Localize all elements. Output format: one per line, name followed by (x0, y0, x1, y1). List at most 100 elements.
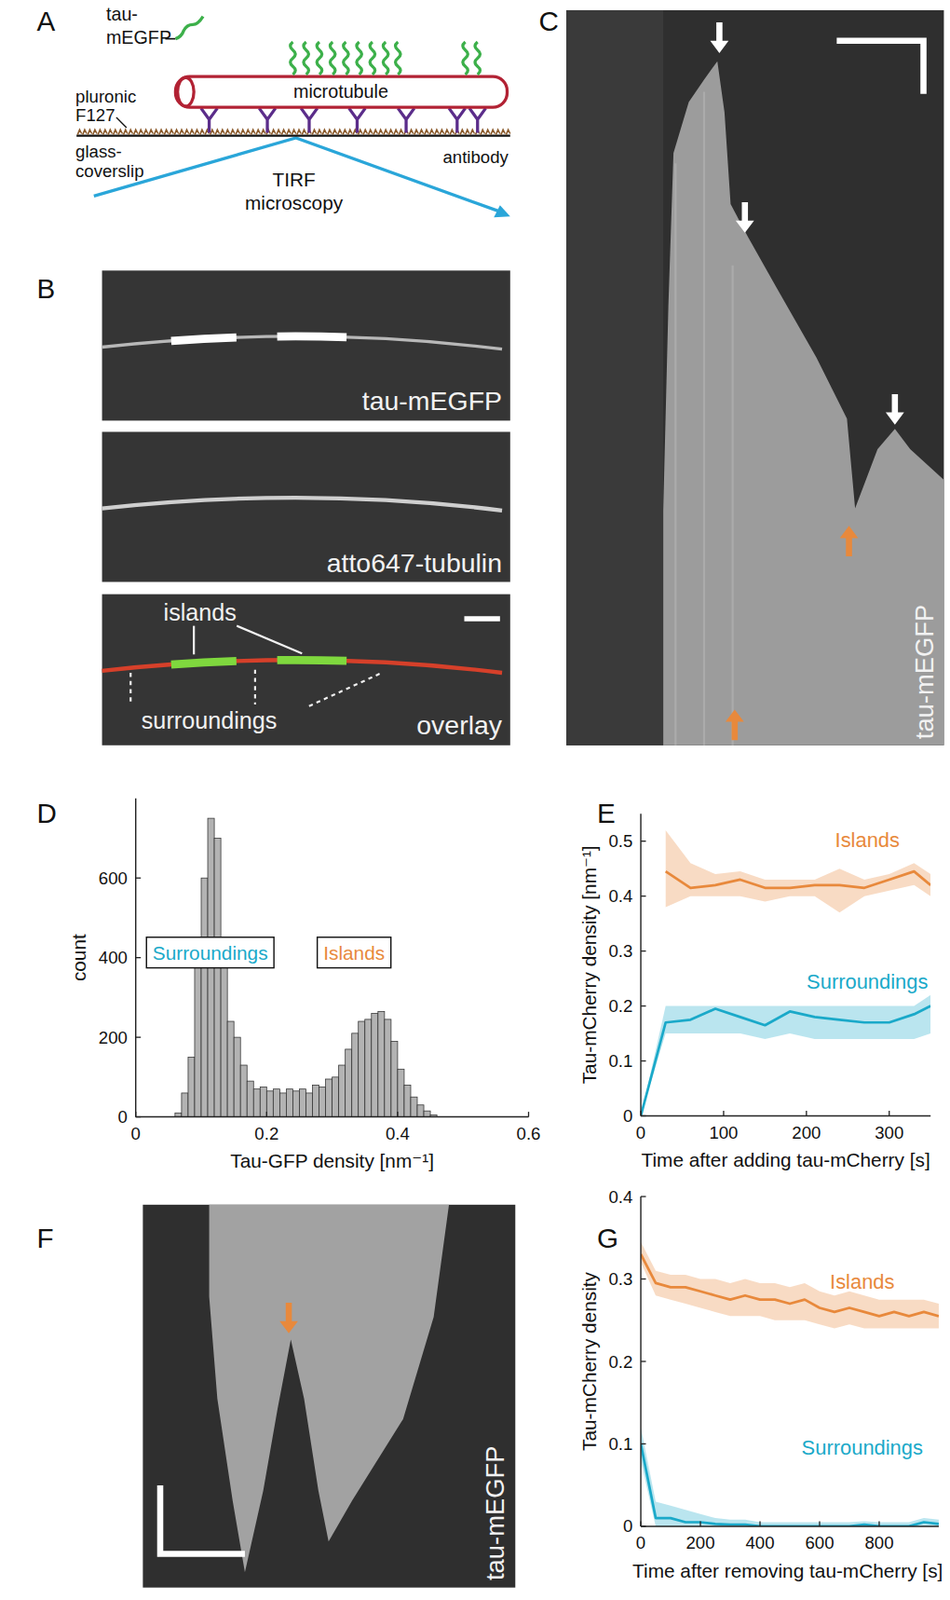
y-tick-label: 0.3 (608, 940, 633, 961)
antibody (258, 108, 276, 133)
coverslip (76, 135, 511, 137)
histogram-bar (266, 1090, 273, 1117)
tau-molecule (303, 41, 309, 75)
y-tick (640, 1004, 646, 1006)
image-background (102, 431, 511, 582)
y-tick-label: 0.2 (608, 995, 633, 1016)
y-axis-title: Tau-mCherry density (578, 1270, 600, 1450)
arrow (735, 202, 755, 233)
arrow (840, 525, 859, 557)
antibody (448, 108, 466, 133)
streak (675, 92, 733, 746)
plot-area (640, 829, 931, 1116)
y-tick-label: 0 (118, 1106, 128, 1127)
label: microtubule (293, 81, 389, 102)
x-tick-label: 0.6 (516, 1123, 542, 1143)
tirf-beam (94, 137, 503, 213)
label: TIRF (271, 168, 315, 190)
y-tick (640, 1194, 646, 1196)
y-tick (640, 1059, 646, 1061)
series-line (640, 1253, 939, 1316)
x-tick (639, 1110, 641, 1115)
tirf-arrowhead (493, 204, 511, 218)
annotation-text: Islands (323, 941, 385, 964)
tau-molecule (356, 41, 362, 75)
histogram-bar (384, 1018, 392, 1117)
x-tick-label: 400 (745, 1532, 774, 1552)
histogram-bar (298, 1088, 306, 1117)
histogram-bar (332, 1076, 340, 1117)
series-line (665, 870, 931, 888)
histogram-bar (325, 1078, 333, 1117)
antibody (469, 108, 487, 133)
label: islands (163, 598, 237, 625)
figure: ABCDEFGmicrotubuletau-mEGFPpluronicF127g… (0, 0, 950, 1600)
histogram-bar (312, 1084, 320, 1116)
y-tick (135, 877, 141, 879)
panel-letter: A (36, 5, 55, 37)
panel-letter: C (538, 5, 558, 37)
histogram-bar (285, 1088, 293, 1117)
y-tick (640, 895, 646, 896)
figure-content: ABCDEFGmicrotubuletau-mEGFPpluronicF127g… (36, 3, 944, 1588)
island-signal (102, 659, 503, 673)
panel-letter: D (36, 797, 56, 828)
error-band (640, 1426, 939, 1526)
channel-label: tau-mEGFP (480, 1444, 510, 1580)
label: surroundings (141, 706, 278, 733)
channel-label: tau-mEGFP (362, 385, 503, 416)
microtubule-end (177, 77, 195, 107)
x-axis (640, 1114, 931, 1116)
histogram-bar (246, 1080, 254, 1116)
y-tick-label: 400 (98, 947, 128, 967)
annotation-text: Surroundings (152, 941, 269, 964)
series-line (640, 1005, 931, 1116)
label: antibody (442, 147, 509, 167)
x-axis (135, 1115, 530, 1117)
histogram-bar (391, 1040, 398, 1116)
scale-bar (463, 615, 500, 621)
pluronic (77, 129, 511, 135)
series-label: Surroundings (801, 1435, 923, 1459)
tau-molecule (316, 41, 322, 75)
microtubule-signal (102, 336, 503, 350)
x-tick-label: 0.2 (254, 1123, 279, 1143)
annotation-box (146, 936, 274, 968)
y-tick (640, 1442, 646, 1444)
tau-molecule (329, 41, 335, 75)
x-tick (805, 1110, 807, 1115)
schematic: microtubuletau-mEGFPpluronicF127glass-co… (75, 3, 511, 218)
histogram-bar (227, 1020, 234, 1117)
y-axis (639, 813, 641, 1115)
tau-molecule (475, 41, 480, 75)
microtubule (175, 76, 507, 108)
antibody (397, 108, 415, 133)
histogram-bar (233, 1036, 241, 1116)
image-background (566, 10, 664, 746)
arrow (710, 22, 730, 54)
y-tick-label: 200 (98, 1027, 128, 1047)
histogram-bar (365, 1018, 372, 1117)
histogram-bar (214, 837, 221, 1116)
y-tick-label: 0.3 (608, 1268, 633, 1289)
x-tick (722, 1110, 724, 1115)
histogram-bar (417, 1104, 424, 1117)
x-tick-label: 0 (636, 1532, 646, 1552)
antibody (349, 108, 367, 133)
plot-area (640, 1241, 939, 1526)
x-tick (135, 1111, 136, 1116)
histogram-bar (371, 1012, 379, 1116)
chart: 00.20.40.60200400600Tau-GFP density [nm⁻… (67, 798, 541, 1172)
histogram-bar (410, 1096, 418, 1116)
x-tick-label: 800 (864, 1532, 894, 1552)
x-axis-title: Time after removing tau-mCherry [s] (632, 1559, 943, 1581)
histogram-bar (378, 1010, 385, 1116)
y-tick-label: 0 (623, 1515, 633, 1535)
series-label: Surroundings (806, 969, 928, 993)
channel-label: overlay (416, 709, 503, 740)
chart: IslandsSurroundings020040060080000.10.20… (578, 1186, 944, 1581)
x-tick (818, 1520, 820, 1525)
tau-molecule (175, 16, 204, 40)
histogram-bar (181, 1092, 189, 1117)
label: tau- (106, 3, 138, 25)
